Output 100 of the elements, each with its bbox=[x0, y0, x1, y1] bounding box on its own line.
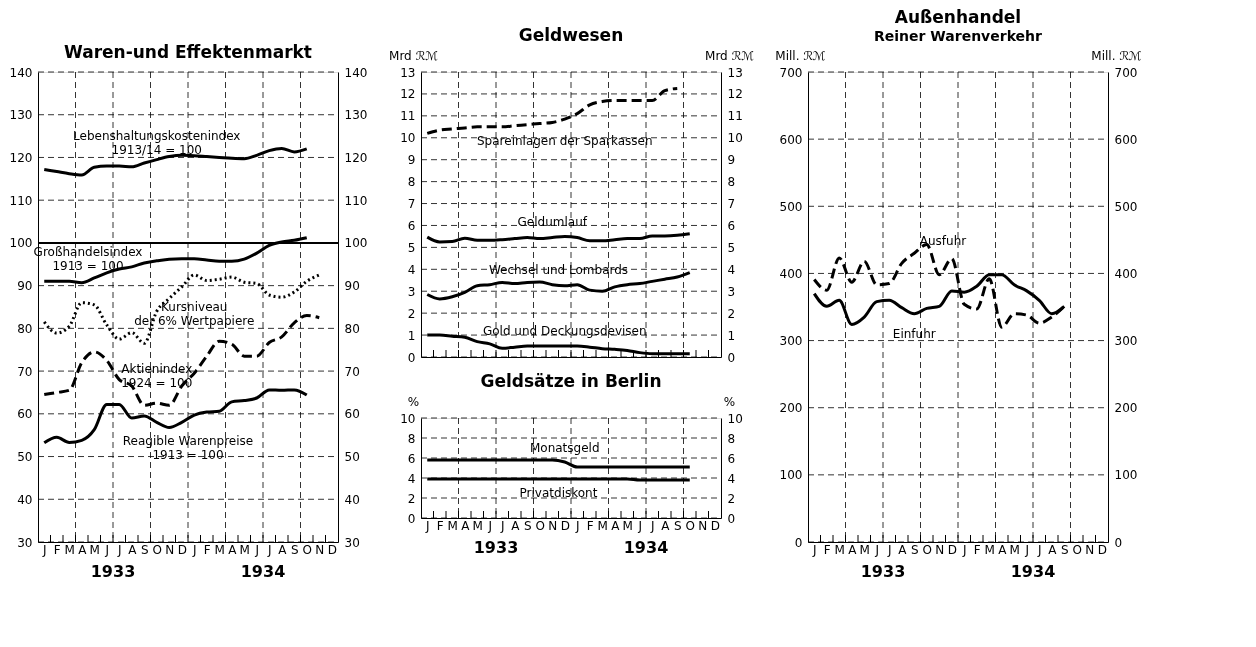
y2-tick-label: 2 bbox=[727, 306, 736, 321]
x-tick-label: F bbox=[436, 518, 444, 533]
x-tick-label: A bbox=[898, 542, 908, 557]
x-tick-label: M bbox=[239, 542, 250, 557]
x-tick-label: J bbox=[649, 518, 655, 533]
y2-tick-label: 4 bbox=[727, 471, 736, 486]
x-tick-label: M bbox=[984, 542, 995, 557]
x-tick-label: M bbox=[89, 542, 100, 557]
y-tick-label: 7 bbox=[407, 197, 416, 212]
x-tick-label: A bbox=[1048, 542, 1058, 557]
y-tick-label: 2 bbox=[407, 306, 416, 321]
y2-tick-label: 2 bbox=[727, 491, 736, 506]
y-tick-label: 9 bbox=[407, 153, 416, 168]
x-tick-label: N bbox=[1085, 542, 1095, 557]
y2-tick-label: 30 bbox=[344, 535, 360, 550]
y-tick-label: 400 bbox=[779, 266, 803, 281]
chart-title: Waren-und Effektenmarkt bbox=[64, 42, 312, 62]
x-tick-label: S bbox=[1060, 542, 1069, 557]
chart-title: Geldwesen bbox=[518, 25, 624, 45]
y-tick-label: 13 bbox=[400, 65, 416, 80]
y2-tick-label: 1 bbox=[727, 328, 736, 343]
y2-tick-label: 60 bbox=[344, 407, 360, 422]
y-tick-label: 60 bbox=[17, 407, 33, 422]
x-tick-label: J bbox=[191, 542, 197, 557]
text: 1934 bbox=[240, 562, 286, 581]
series-label: Monatsgeld bbox=[529, 441, 600, 455]
y-tick-label: 110 bbox=[9, 193, 33, 208]
x-tick-label: D bbox=[177, 542, 187, 557]
y2-tick-label: 6 bbox=[727, 218, 736, 233]
x-tick-label: M bbox=[64, 542, 75, 557]
x-tick-label: A bbox=[128, 542, 138, 557]
y2-tick-label: 3 bbox=[727, 284, 736, 299]
chart-title: Außenhandel bbox=[894, 7, 1022, 27]
x-tick-label: M bbox=[447, 518, 458, 533]
y2-tick-label: 40 bbox=[344, 492, 360, 507]
x-tick-label: D bbox=[560, 518, 570, 533]
x-tick-label: F bbox=[53, 542, 61, 557]
x-tick-label: J bbox=[574, 518, 580, 533]
y2-tick-label: 200 bbox=[1114, 401, 1138, 416]
y2-tick-label: 130 bbox=[344, 108, 368, 123]
x-tick-label: M bbox=[214, 542, 225, 557]
x-tick-label: J bbox=[41, 542, 47, 557]
x-tick-label: J bbox=[104, 542, 110, 557]
x-tick-label: D bbox=[1097, 542, 1107, 557]
chart-title: Geldsätze in Berlin bbox=[480, 371, 662, 391]
text: 1933 bbox=[860, 562, 906, 581]
x-tick-label: O bbox=[922, 542, 932, 557]
y-tick-label: 5 bbox=[407, 240, 416, 255]
y-tick-label: 70 bbox=[17, 364, 33, 379]
y2-tick-label: 13 bbox=[727, 65, 743, 80]
y-axis-title: Mill. ℛℳ bbox=[775, 48, 826, 63]
y-tick-label: 8 bbox=[407, 431, 416, 446]
y2-axis-title: Mrd ℛℳ bbox=[705, 48, 755, 63]
y2-axis-title: % bbox=[723, 394, 736, 409]
x-tick-label: O bbox=[1072, 542, 1082, 557]
series-label: Kursniveau der 6% Wertpapiere bbox=[134, 299, 255, 328]
x-tick-label: F bbox=[203, 542, 211, 557]
y-tick-label: 300 bbox=[779, 334, 803, 349]
y-tick-label: 4 bbox=[407, 471, 416, 486]
y-tick-label: 0 bbox=[407, 511, 416, 526]
y2-tick-label: 5 bbox=[727, 240, 736, 255]
y2-tick-label: 140 bbox=[344, 65, 368, 80]
x-tick-label: F bbox=[823, 542, 831, 557]
x-tick-label: J bbox=[424, 518, 430, 533]
x-tick-label: A bbox=[998, 542, 1008, 557]
x-tick-label: N bbox=[548, 518, 558, 533]
y2-tick-label: 10 bbox=[727, 411, 743, 426]
x-tick-label: F bbox=[586, 518, 594, 533]
x-tick-label: A bbox=[461, 518, 471, 533]
x-tick-label: M bbox=[1009, 542, 1020, 557]
y-tick-label: 4 bbox=[407, 262, 416, 277]
x-tick-label: J bbox=[487, 518, 493, 533]
x-tick-label: N bbox=[315, 542, 325, 557]
x-tick-label: S bbox=[673, 518, 682, 533]
text: 1933 bbox=[90, 562, 136, 581]
series-label: Lebenshaltungskostenindex 1913/14 = 100 bbox=[73, 128, 241, 157]
y-tick-label: 3 bbox=[407, 284, 416, 299]
series-label: Gold und Deckungsdevisen bbox=[482, 324, 647, 339]
y2-tick-label: 90 bbox=[344, 279, 360, 294]
y-tick-label: 100 bbox=[9, 236, 33, 251]
y-tick-label: 200 bbox=[779, 401, 803, 416]
y2-tick-label: 0 bbox=[1114, 535, 1123, 550]
x-tick-label: A bbox=[78, 542, 88, 557]
y2-tick-label: 4 bbox=[727, 262, 736, 277]
x-tick-label: S bbox=[290, 542, 299, 557]
y-tick-label: 6 bbox=[407, 218, 416, 233]
x-tick-label: N bbox=[935, 542, 945, 557]
y2-tick-label: 100 bbox=[344, 236, 368, 251]
x-tick-label: J bbox=[266, 542, 272, 557]
x-tick-label: A bbox=[611, 518, 621, 533]
y-tick-label: 500 bbox=[779, 199, 803, 214]
y-tick-label: 120 bbox=[9, 150, 33, 165]
x-tick-label: N bbox=[165, 542, 175, 557]
y2-tick-label: 9 bbox=[727, 153, 736, 168]
x-tick-label: J bbox=[116, 542, 122, 557]
y2-tick-label: 110 bbox=[344, 193, 368, 208]
y-tick-label: 6 bbox=[407, 451, 416, 466]
x-tick-label: J bbox=[886, 542, 892, 557]
y2-axis-title: Mill. ℛℳ bbox=[1091, 48, 1142, 63]
y-tick-label: 10 bbox=[400, 411, 416, 426]
